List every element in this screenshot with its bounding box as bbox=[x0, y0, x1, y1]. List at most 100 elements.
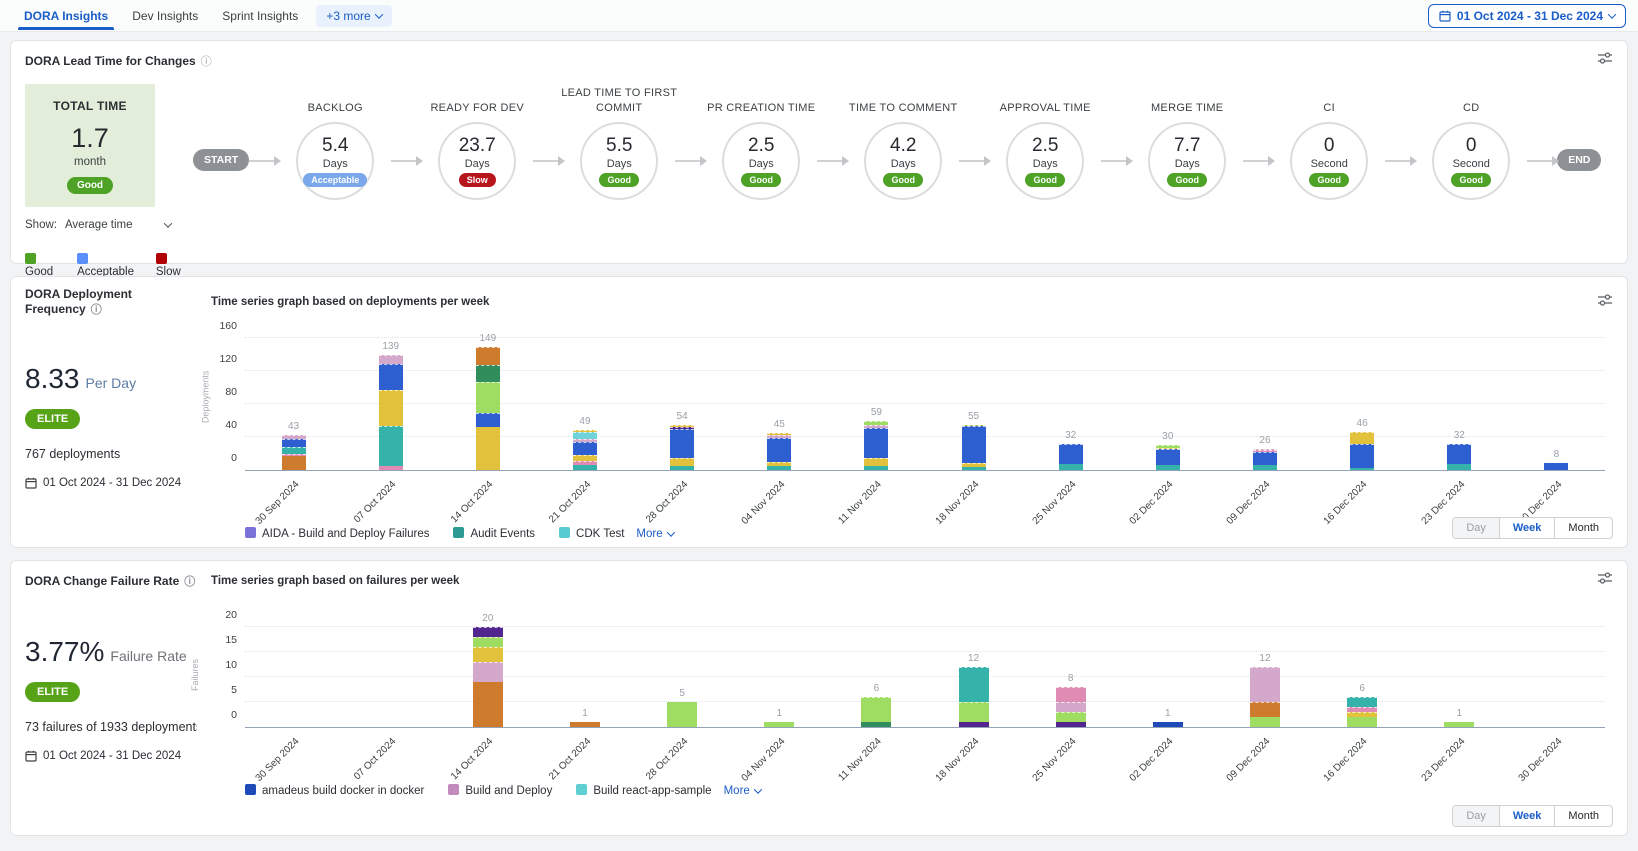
stacked-bar[interactable] bbox=[864, 421, 889, 470]
flow-arrow bbox=[1527, 156, 1560, 166]
bar-slot: 1 bbox=[1411, 628, 1508, 727]
stacked-bar[interactable] bbox=[670, 425, 695, 470]
stacked-bar[interactable] bbox=[1249, 667, 1280, 727]
x-axis-tick: 30 Sep 2024 bbox=[253, 736, 302, 784]
flow-stage-approval-time[interactable]: APPROVAL TIME 2.5 Days Good bbox=[989, 80, 1101, 200]
stage-value: 23.7 bbox=[458, 135, 496, 156]
tab-dora-insights[interactable]: DORA Insights bbox=[12, 1, 120, 30]
flow-stage-merge-time[interactable]: MERGE TIME 7.7 Days Good bbox=[1131, 80, 1243, 200]
stacked-bar[interactable] bbox=[475, 347, 500, 470]
bar-segment bbox=[281, 454, 306, 456]
chevron-down-icon[interactable] bbox=[163, 219, 172, 228]
flow-stage-ready-for-dev[interactable]: READY FOR DEV 23.7 Days Slow bbox=[421, 80, 533, 200]
x-axis-tick: 07 Oct 2024 bbox=[352, 479, 399, 526]
legend-more-link[interactable]: More bbox=[636, 528, 675, 540]
stacked-bar[interactable] bbox=[1058, 443, 1083, 470]
stacked-bar[interactable] bbox=[1447, 443, 1472, 470]
bar-segment bbox=[1058, 443, 1083, 465]
stage-value: 4.2 bbox=[890, 135, 917, 156]
info-icon[interactable]: ⓘ bbox=[184, 575, 196, 588]
stacked-bar[interactable] bbox=[764, 722, 795, 727]
show-dropdown-value[interactable]: Average time bbox=[64, 219, 133, 231]
info-icon[interactable]: ⓘ bbox=[200, 55, 212, 68]
stacked-bar[interactable] bbox=[861, 697, 892, 727]
stage-value: 0 bbox=[1323, 135, 1335, 156]
stacked-bar[interactable] bbox=[958, 667, 989, 727]
bar-segment bbox=[1252, 448, 1277, 451]
deployment-frequency-panel: DORA Deployment Frequency ⓘ Time series g… bbox=[10, 276, 1628, 548]
stacked-bar[interactable] bbox=[1055, 687, 1086, 727]
stacked-bar[interactable] bbox=[378, 355, 403, 470]
gridline bbox=[245, 676, 1605, 677]
legend-swatch bbox=[25, 253, 36, 264]
bar-segment bbox=[1058, 464, 1083, 470]
stage-status-badge: Good bbox=[883, 173, 923, 187]
bar-segment bbox=[572, 460, 597, 466]
bar-slot: 32 bbox=[1411, 339, 1508, 470]
total-time-status-badge: Good bbox=[66, 177, 114, 194]
toggle-option-week[interactable]: Week bbox=[1498, 518, 1556, 538]
date-range-picker[interactable]: 01 Oct 2024 - 31 Dec 2024 bbox=[1427, 3, 1626, 28]
tab-dev-insights[interactable]: Dev Insights bbox=[132, 9, 199, 23]
stacked-bar[interactable] bbox=[1544, 463, 1569, 470]
deployment-rate-unit: Per Day bbox=[85, 375, 137, 391]
stacked-bar[interactable] bbox=[569, 722, 600, 727]
stacked-bar[interactable] bbox=[1444, 722, 1475, 727]
flow-arrow bbox=[249, 156, 282, 166]
x-axis-tick: 28 Oct 2024 bbox=[643, 736, 690, 783]
stacked-bar[interactable] bbox=[281, 434, 306, 470]
info-icon[interactable]: ⓘ bbox=[90, 304, 102, 316]
bar-slot: 6 bbox=[828, 628, 925, 727]
x-axis-tick: 09 Dec 2024 bbox=[1224, 736, 1273, 784]
stacked-bar[interactable] bbox=[472, 627, 503, 727]
flow-stage-time-to-comment[interactable]: TIME TO COMMENT 4.2 Days Good bbox=[847, 80, 959, 200]
flow-stage-backlog[interactable]: BACKLOG 5.4 Days Acceptable bbox=[279, 80, 391, 200]
bar-segment bbox=[378, 355, 403, 364]
settings-sliders-icon[interactable] bbox=[1597, 571, 1613, 590]
stacked-bar[interactable] bbox=[961, 424, 986, 470]
stacked-bar[interactable] bbox=[767, 432, 792, 470]
deployment-tier-badge: ELITE bbox=[25, 409, 81, 429]
toggle-option-month[interactable]: Month bbox=[1568, 810, 1599, 822]
legend-more-link[interactable]: More bbox=[724, 785, 763, 797]
stacked-bar[interactable] bbox=[1347, 697, 1378, 727]
lead-time-title: DORA Lead Time for Changes bbox=[25, 53, 196, 68]
bar-value-label: 32 bbox=[1453, 429, 1465, 441]
settings-sliders-icon[interactable] bbox=[1597, 293, 1613, 312]
toggle-option-day[interactable]: Day bbox=[1453, 518, 1499, 538]
bar-slot: 59 bbox=[828, 339, 925, 470]
bar-segment bbox=[670, 458, 695, 466]
tab-sprint-insights[interactable]: Sprint Insights bbox=[222, 9, 299, 23]
y-axis-tick: 0 bbox=[231, 709, 237, 721]
stacked-bar[interactable] bbox=[1152, 722, 1183, 727]
stage-circle: 2.5 Days Good bbox=[1006, 122, 1085, 200]
flow-stage-pr-creation-time[interactable]: PR CREATION TIME 2.5 Days Good bbox=[705, 80, 817, 200]
stacked-bar[interactable] bbox=[667, 702, 698, 727]
settings-sliders-icon[interactable] bbox=[1597, 51, 1613, 70]
deployment-chart-title: Time series graph based on deployments p… bbox=[211, 296, 490, 308]
bar-slot: 45 bbox=[731, 339, 828, 470]
more-tabs-dropdown[interactable]: +3 more bbox=[316, 4, 392, 27]
stage-status-badge: Good bbox=[599, 173, 639, 187]
bar-segment bbox=[378, 363, 403, 390]
stacked-bar[interactable] bbox=[1350, 432, 1375, 470]
toggle-option-month[interactable]: Month bbox=[1568, 522, 1599, 534]
stacked-bar[interactable] bbox=[1252, 448, 1277, 470]
flow-stage-lead-time-to-first-commit[interactable]: LEAD TIME TO FIRST COMMIT 5.5 Days Good bbox=[561, 80, 677, 200]
flow-stage-ci[interactable]: CI 0 Second Good bbox=[1273, 80, 1385, 200]
bar-value-label: 45 bbox=[773, 418, 785, 430]
legend-swatch bbox=[448, 784, 460, 795]
stage-unit: Second bbox=[1310, 158, 1348, 170]
toggle-option-day[interactable]: Day bbox=[1453, 806, 1499, 826]
bar-value-label: 32 bbox=[1065, 429, 1077, 441]
bar-value-label: 1 bbox=[1456, 708, 1463, 719]
total-time-label: TOTAL TIME bbox=[53, 99, 127, 113]
stacked-bar[interactable] bbox=[572, 429, 597, 470]
stage-circle: 23.7 Days Slow bbox=[438, 122, 517, 200]
y-axis-tick: 15 bbox=[225, 634, 237, 646]
toggle-option-week[interactable]: Week bbox=[1498, 806, 1556, 826]
calendar-icon bbox=[25, 750, 37, 762]
stage-status-badge: Good bbox=[741, 173, 781, 187]
stacked-bar[interactable] bbox=[1155, 445, 1180, 470]
flow-stage-cd[interactable]: CD 0 Second Good bbox=[1415, 80, 1527, 200]
